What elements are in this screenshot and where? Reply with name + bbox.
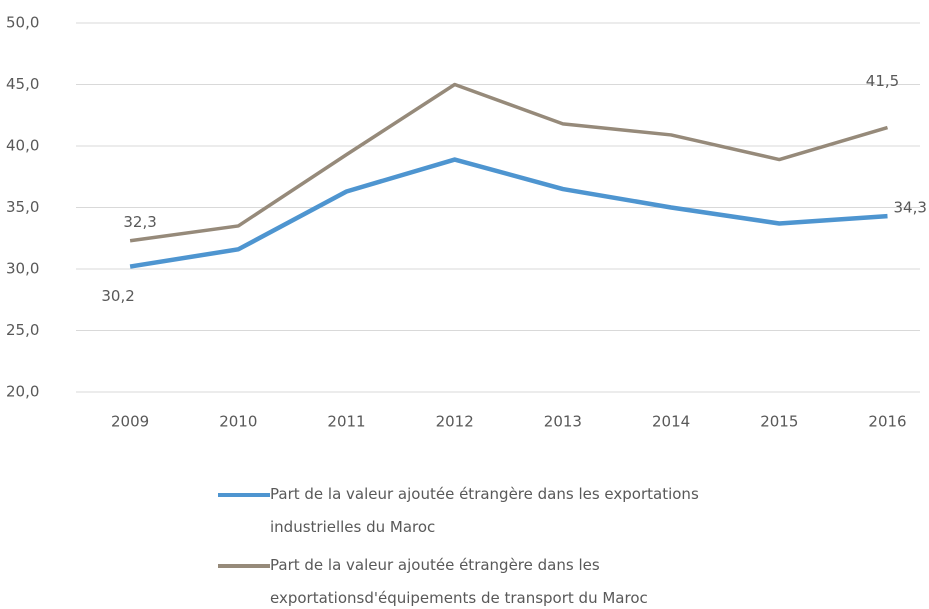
data-label: 41,5: [866, 72, 899, 90]
legend-swatch: [218, 493, 270, 497]
y-tick-label: 25,0: [6, 321, 39, 339]
legend-label: Part de la valeur ajoutée étrangère dans…: [270, 556, 648, 607]
y-tick-label: 30,0: [6, 260, 39, 278]
line: [129, 82, 888, 243]
y-tick-label: 20,0: [6, 383, 39, 401]
y-tick-label: 35,0: [6, 198, 39, 216]
x-tick-label: 2010: [219, 413, 257, 431]
legend-swatch: [218, 564, 270, 568]
legend-entry: Part de la valeur ajoutée étrangère dans…: [218, 549, 738, 609]
legend-entry: Part de la valeur ajoutée étrangère dans…: [218, 478, 738, 544]
data-label: 32,3: [123, 213, 156, 231]
plot: 20,0 25,0 30,0 35,0 40,0 45,0 50,0 2009 2010 2011…: [6, 14, 927, 431]
data-label: 34,3: [894, 199, 927, 217]
x-tick-label: 2015: [760, 413, 798, 431]
x-tick-label: 2012: [436, 413, 474, 431]
line: [129, 157, 888, 269]
y-tick-label: 40,0: [6, 137, 39, 155]
x-tick-label: 2014: [652, 413, 690, 431]
x-tick-label: 2013: [544, 413, 582, 431]
x-tick-label: 2009: [111, 413, 149, 431]
y-tick-label: 45,0: [6, 75, 39, 93]
x-tick-label: 2016: [868, 413, 906, 431]
legend-label: Part de la valeur ajoutée étrangère dans…: [270, 485, 699, 536]
data-label: 30,2: [101, 287, 134, 305]
x-tick-label: 2011: [327, 413, 365, 431]
y-tick-label: 50,0: [6, 14, 39, 32]
